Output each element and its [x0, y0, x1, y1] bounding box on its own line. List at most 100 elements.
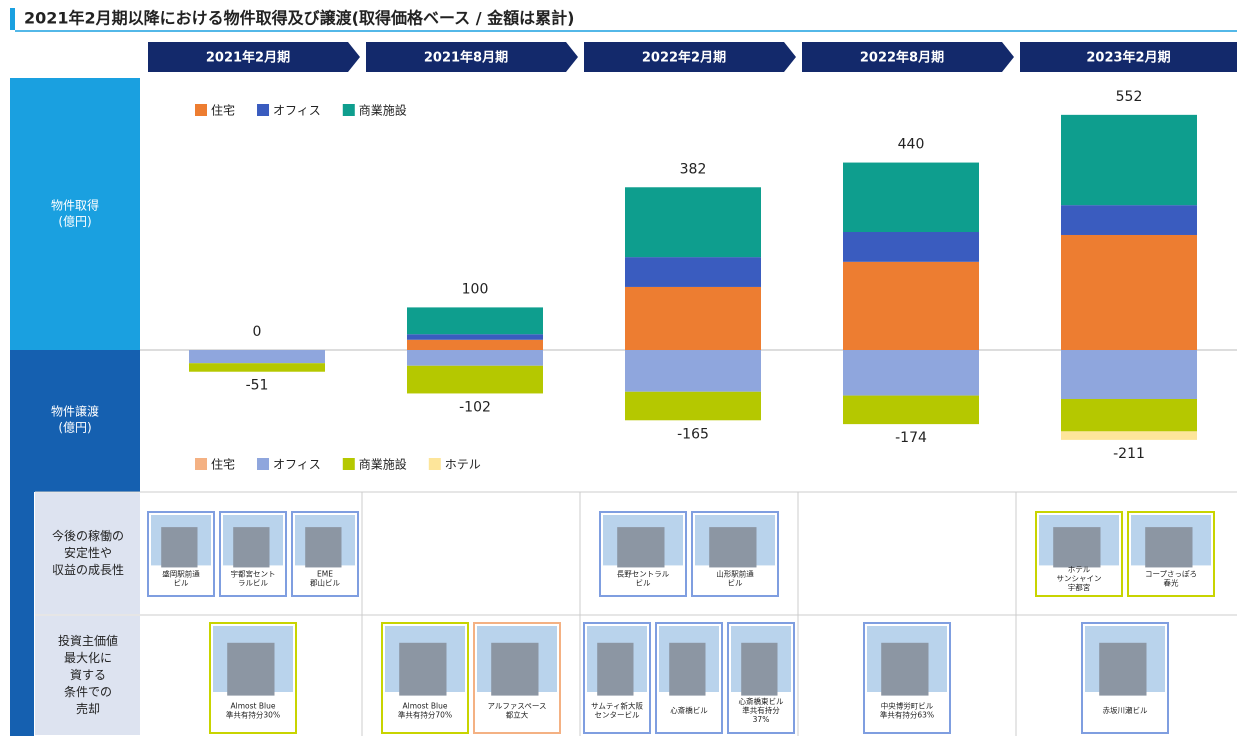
bar-segment [189, 350, 325, 364]
bar-segment [1061, 350, 1197, 399]
photo-caption-bg [870, 695, 944, 729]
bar-segment [843, 231, 979, 262]
photo-caption-bg [154, 567, 208, 593]
bar-segment [625, 350, 761, 392]
photo-building [1053, 527, 1101, 570]
bar-segment [407, 350, 543, 366]
row-label-cell [35, 616, 140, 735]
bar-segment [1061, 431, 1197, 440]
dis-label: 物件譲渡 [51, 404, 99, 419]
bar-segment [407, 307, 543, 335]
photo-building [597, 642, 634, 698]
photo-caption: 山形駅前通 [716, 569, 754, 579]
total-label: -165 [677, 426, 709, 442]
photo-caption-bg [1042, 567, 1116, 593]
period-label: 2021年8月期 [424, 50, 508, 66]
photo-caption: ビル [728, 579, 743, 588]
photo-building [233, 527, 270, 570]
period-header [148, 42, 360, 72]
photo-caption-bg [734, 695, 788, 729]
bar-segment [625, 286, 761, 350]
photo-caption: 準共有持分70% [398, 710, 452, 720]
dis-block [10, 350, 140, 492]
bar-segment [1061, 205, 1197, 235]
row-label: 今後の稼働の [52, 528, 124, 543]
bar-segment [407, 339, 543, 350]
total-label: 552 [1116, 89, 1143, 105]
photo-caption: 中央博労町ビル [881, 701, 934, 711]
legend-swatch [195, 458, 207, 470]
photo-caption: サンシャイン [1057, 574, 1102, 583]
row-label: 収益の成長性 [52, 563, 124, 577]
period-label: 2021年2月期 [206, 50, 290, 66]
period-header [802, 42, 1014, 72]
photo-caption: 都立大 [506, 710, 529, 720]
photo-caption: EME [317, 570, 333, 579]
photo-caption: ホテル [1068, 565, 1091, 574]
total-label: 382 [680, 161, 707, 177]
photo-caption: 準共有持分63% [880, 710, 934, 720]
photo-caption: 宇都宮 [1068, 582, 1091, 592]
legend-label: 住宅 [211, 103, 235, 118]
row-label: 投資主価値 [58, 633, 118, 648]
photo-building [709, 527, 757, 570]
photo-building [617, 527, 665, 570]
photo-building [669, 642, 706, 698]
photo-caption: 春光 [1164, 578, 1180, 588]
photo-caption: 心斎橋東ビル [739, 696, 784, 706]
photo-caption: 盛岡駅前通 [162, 569, 200, 579]
bar-segment [407, 365, 543, 394]
legend-label: 商業施設 [359, 457, 407, 472]
total-label: -51 [246, 378, 269, 394]
legend-swatch [257, 458, 270, 470]
photo-caption: ビル [636, 579, 651, 588]
photo-building [741, 642, 778, 698]
table-strip [10, 492, 34, 736]
photo-caption-bg [216, 695, 290, 729]
chart-title: 2021年2月期以降における物件取得及び譲渡(取得価格ベース / 金額は累計) [24, 9, 574, 28]
photo-building [1145, 527, 1193, 570]
photo-caption-bg [1134, 567, 1208, 593]
row-label: 最大化に [64, 651, 112, 665]
dis-label: (億円) [58, 421, 91, 435]
photo-caption: 37% [753, 715, 770, 724]
period-header [584, 42, 796, 72]
bar-segment [843, 350, 979, 396]
bar-segment [1061, 114, 1197, 206]
acq-block [10, 78, 140, 350]
photo-caption: Almost Blue [231, 702, 276, 711]
legend-label: ホテル [445, 458, 481, 472]
legend-swatch [257, 104, 270, 116]
photo-caption: 郡山ビル [310, 578, 340, 588]
bar-segment [843, 162, 979, 232]
photo-caption: サムティ新大阪 [591, 701, 643, 711]
legend-swatch [342, 104, 355, 116]
bar-segment [1061, 398, 1197, 432]
photo-caption: 赤坂川瀬ビル [1103, 705, 1148, 715]
bar-segment [625, 187, 761, 258]
photo-caption: 長野セントラル [617, 570, 670, 579]
photo-building [305, 527, 342, 570]
photo-building [227, 642, 275, 698]
total-label: 0 [253, 324, 262, 340]
legend-label: オフィス [273, 104, 321, 118]
photo-caption-bg [480, 695, 554, 729]
row-label: 安定性や [64, 545, 112, 560]
photo-building [491, 642, 539, 698]
photo-caption: ビル [174, 579, 189, 588]
photo-building [161, 527, 198, 570]
legend-label: オフィス [273, 458, 321, 472]
total-label: -174 [895, 430, 927, 446]
bar-segment [407, 334, 543, 340]
legend-label: 住宅 [211, 457, 235, 472]
row-label-cell [35, 493, 140, 614]
photo-building [399, 642, 447, 698]
photo-caption: 準共有持分 [742, 705, 780, 715]
row-label: 売却 [76, 701, 100, 716]
bar-segment [625, 391, 761, 421]
acq-label: (億円) [58, 215, 91, 229]
photo-caption-bg [606, 567, 680, 593]
total-label: -211 [1113, 446, 1145, 462]
legend-swatch [195, 104, 207, 116]
